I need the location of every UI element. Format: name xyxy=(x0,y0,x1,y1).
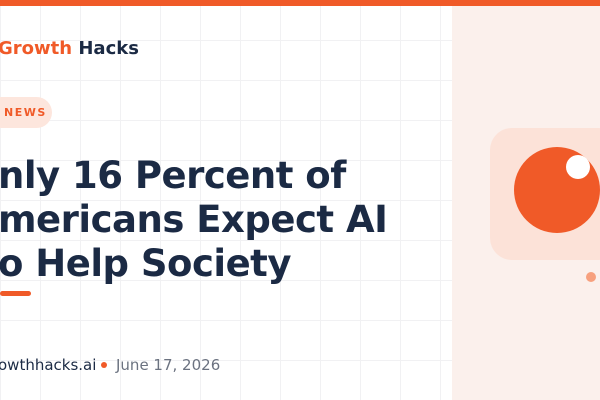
headline-line: nly 16 Percent of xyxy=(0,154,346,197)
logo[interactable]: Growth Hacks xyxy=(0,38,139,59)
brand-growth: Growth xyxy=(0,38,73,59)
accent-underline xyxy=(0,291,31,296)
top-bar xyxy=(0,0,600,6)
illustration xyxy=(490,128,600,282)
small-dot xyxy=(586,272,596,282)
headline-line: mericans Expect AI xyxy=(0,198,388,241)
tag-label: NEWS xyxy=(4,106,47,119)
headline-line: o Help Society xyxy=(0,242,292,285)
site-url[interactable]: owthhacks.ai xyxy=(0,356,97,374)
publish-date: June 17, 2026 xyxy=(116,356,221,374)
tag-pill xyxy=(0,97,52,128)
white-circle xyxy=(566,155,590,179)
brand-hacks: Hacks xyxy=(78,38,139,59)
separator-dot xyxy=(101,362,107,368)
side-panel xyxy=(452,6,600,400)
